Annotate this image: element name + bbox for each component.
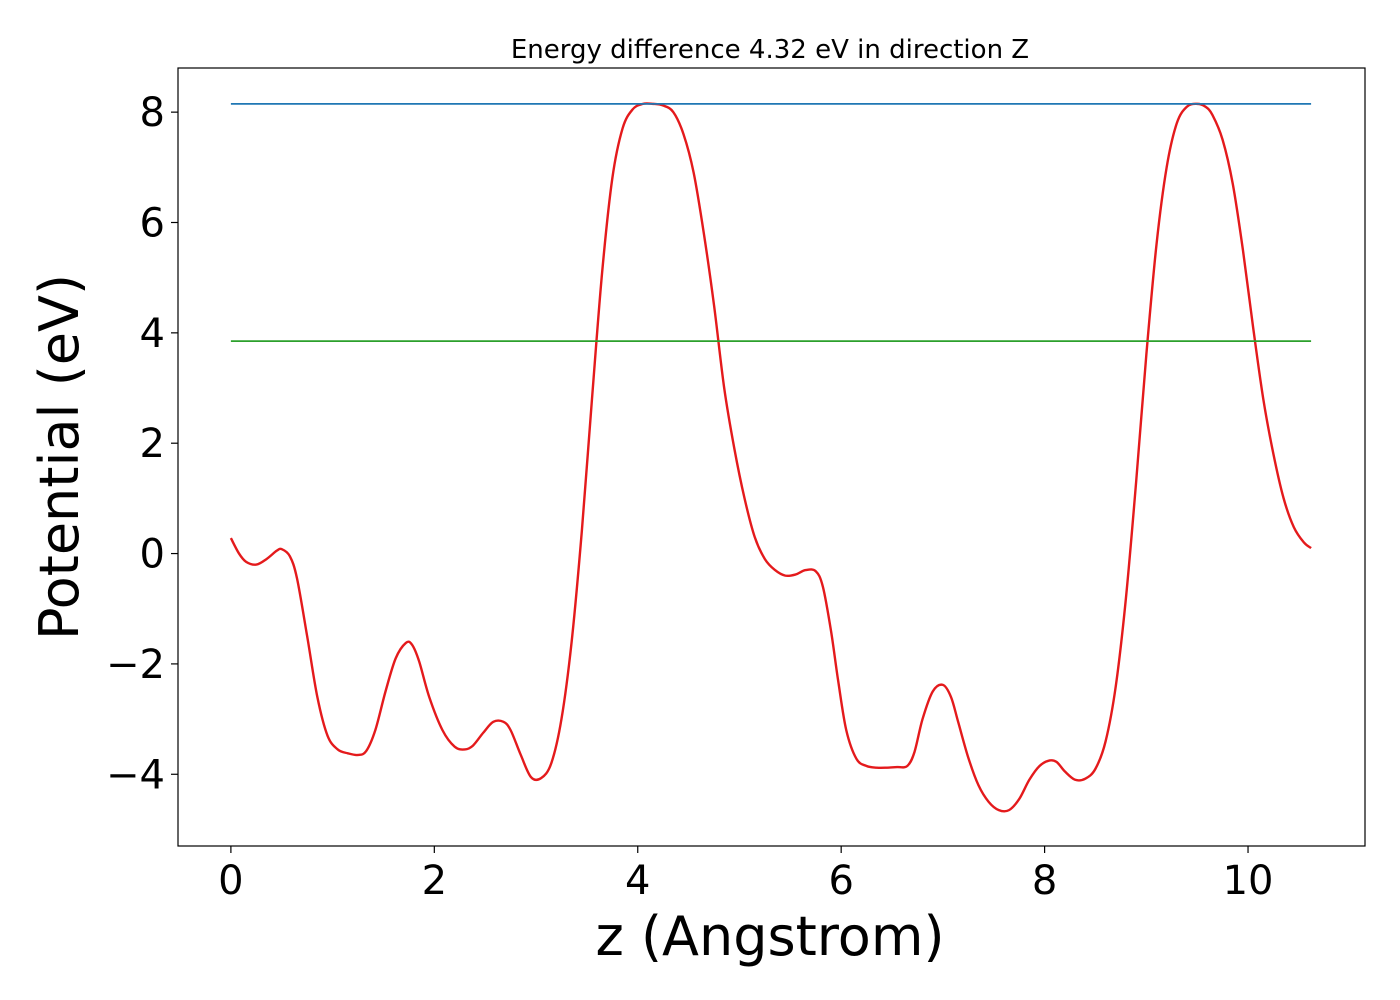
x-tick-label: 4 — [625, 858, 650, 904]
y-tick-label: 8 — [140, 90, 165, 136]
y-tick-label: 6 — [140, 200, 165, 246]
y-tick-label: −4 — [106, 752, 165, 798]
chart-title: Energy difference 4.32 eV in direction Z — [511, 35, 1029, 65]
x-tick-label: 2 — [422, 858, 447, 904]
x-tick-label: 8 — [1032, 858, 1057, 904]
plot-frame — [177, 67, 1366, 847]
x-tick-label: 0 — [218, 858, 243, 904]
y-tick-label: −2 — [106, 642, 165, 688]
y-tick-label: 4 — [140, 311, 165, 357]
y-tick-label: 2 — [140, 421, 165, 467]
x-axis-label: z (Angstrom) — [595, 905, 944, 968]
x-tick-label: 6 — [828, 858, 853, 904]
potential-curve — [229, 102, 1312, 813]
x-tick-label: 10 — [1223, 858, 1274, 904]
y-axis-label: Potential (eV) — [28, 274, 91, 640]
series-layer — [229, 102, 1312, 813]
y-axis-ticks: −4 −2 0 2 4 6 8 — [106, 90, 178, 798]
y-tick-label: 0 — [140, 532, 165, 578]
x-axis-ticks: 0 2 4 6 8 10 — [218, 846, 1273, 904]
